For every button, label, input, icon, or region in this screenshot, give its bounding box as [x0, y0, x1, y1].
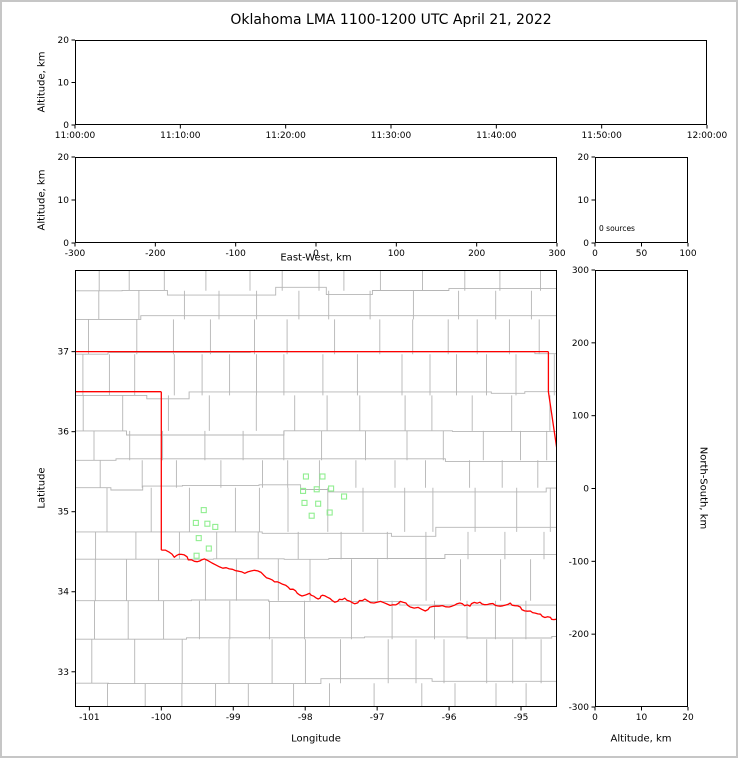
- svg-text:-99: -99: [226, 713, 241, 723]
- panel-eastwest-altitude: -300 -200 -100 0 100 200 300 0 10 20: [58, 153, 566, 259]
- svg-text:11:20:00: 11:20:00: [265, 131, 306, 141]
- ew-panel-xlabel: East-West, km: [280, 252, 352, 264]
- svg-text:10: 10: [58, 196, 70, 206]
- figure-title: Oklahoma LMA 1100-1200 UTC April 21, 202…: [230, 12, 552, 28]
- svg-text:100: 100: [679, 249, 696, 259]
- svg-text:0: 0: [63, 121, 69, 131]
- svg-text:33: 33: [58, 668, 69, 678]
- svg-text:11:50:00: 11:50:00: [581, 131, 622, 141]
- svg-text:-95: -95: [514, 713, 529, 723]
- svg-text:11:10:00: 11:10:00: [160, 131, 201, 141]
- svg-text:-200: -200: [569, 630, 590, 640]
- svg-text:-100: -100: [225, 249, 246, 259]
- svg-text:35: 35: [58, 508, 69, 518]
- svg-text:300: 300: [548, 249, 565, 259]
- svg-text:0: 0: [592, 249, 598, 259]
- svg-text:37: 37: [58, 348, 69, 358]
- svg-text:0: 0: [583, 485, 589, 495]
- map-ylabel: Latitude: [36, 467, 48, 509]
- svg-text:10: 10: [58, 79, 70, 89]
- svg-text:100: 100: [388, 249, 405, 259]
- svg-text:-200: -200: [145, 249, 166, 259]
- svg-text:11:40:00: 11:40:00: [476, 131, 517, 141]
- svg-text:0: 0: [63, 239, 69, 249]
- svg-text:-101: -101: [79, 713, 99, 723]
- svg-text:-96: -96: [442, 713, 457, 723]
- time-panel-ylabel: Altitude, km: [36, 51, 48, 113]
- svg-text:20: 20: [682, 713, 694, 723]
- svg-text:0: 0: [583, 239, 589, 249]
- source-count-annotation: 0 sources: [599, 224, 635, 233]
- svg-text:0: 0: [313, 249, 319, 259]
- panel-altitude-northsouth: 0 10 20 -300 -200 -100 0 100 200 300: [569, 266, 694, 723]
- ns-panel-xlabel: Altitude, km: [610, 733, 672, 745]
- svg-text:36: 36: [58, 428, 70, 438]
- ew-panel-ylabel: Altitude, km: [36, 169, 48, 231]
- svg-text:-100: -100: [151, 713, 172, 723]
- panel-altitude-histogram: 0 50 100 0 10 20: [578, 153, 697, 259]
- svg-text:-97: -97: [370, 713, 385, 723]
- panel-plan-view-map: -101 -100 -99 -98 -97 -96 -95 33 34 35 36 37: [58, 270, 557, 723]
- svg-text:-98: -98: [298, 713, 313, 723]
- svg-text:20: 20: [58, 36, 70, 46]
- svg-text:20: 20: [578, 153, 590, 163]
- svg-text:34: 34: [58, 588, 70, 598]
- svg-text:-100: -100: [569, 557, 590, 567]
- svg-text:10: 10: [636, 713, 648, 723]
- svg-text:200: 200: [468, 249, 485, 259]
- svg-text:10: 10: [578, 196, 590, 206]
- svg-text:20: 20: [58, 153, 70, 163]
- svg-text:50: 50: [636, 249, 648, 259]
- svg-text:-300: -300: [65, 249, 86, 259]
- svg-text:100: 100: [572, 412, 589, 422]
- panel-time-altitude: 11:00:00 11:10:00 11:20:00 11:30:00 11:40:00…: [55, 36, 728, 141]
- map-xlabel: Longitude: [291, 733, 341, 745]
- svg-text:11:30:00: 11:30:00: [371, 131, 412, 141]
- ns-panel-ylabel: North-South, km: [697, 446, 709, 530]
- svg-text:11:00:00: 11:00:00: [55, 131, 96, 141]
- svg-text:200: 200: [572, 339, 589, 349]
- svg-text:300: 300: [572, 266, 589, 276]
- svg-text:0: 0: [592, 713, 598, 723]
- svg-text:-300: -300: [569, 703, 590, 713]
- svg-text:12:00:00: 12:00:00: [687, 131, 728, 141]
